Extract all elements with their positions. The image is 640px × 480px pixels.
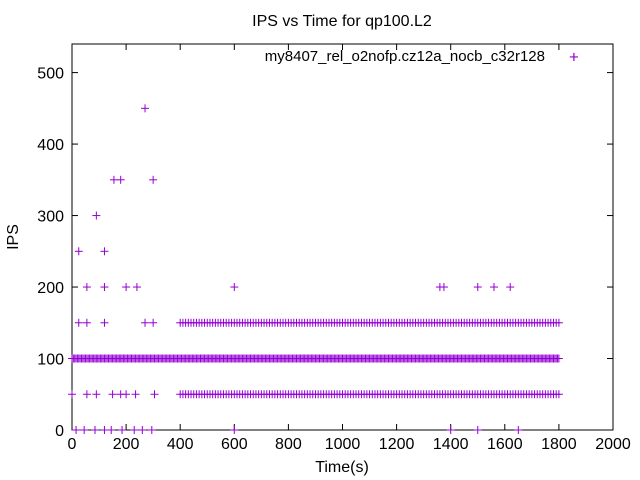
x-tick-label: 1200 (379, 436, 415, 453)
data-point (130, 426, 139, 434)
legend: my8407_rel_o2nofp.cz12a_nocb_c32r128 (265, 48, 578, 65)
data-point (570, 53, 578, 61)
data-point (107, 426, 116, 434)
data-point (138, 426, 147, 434)
y-tick-label: 400 (37, 137, 64, 154)
x-axis-label: Time(s) (315, 459, 369, 476)
x-tick-label: 1800 (541, 436, 577, 453)
data-point (82, 390, 91, 399)
y-tick-label: 500 (37, 66, 64, 83)
data-point (439, 283, 448, 292)
data-point (82, 318, 91, 327)
x-tick-label: 200 (113, 436, 140, 453)
x-tick-label: 2000 (595, 436, 631, 453)
data-point (90, 426, 99, 434)
data-point (554, 318, 563, 327)
x-axis: 0 200 400 600 800 1000 1200 1400 1600 1800 2000 (68, 44, 631, 453)
data-point (116, 175, 125, 184)
data-point (150, 390, 159, 399)
data-point (74, 247, 83, 256)
x-tick-label: 1000 (325, 436, 361, 453)
data-point (74, 318, 83, 327)
x-tick-label: 400 (167, 436, 194, 453)
data-point (473, 283, 482, 292)
data-point (514, 426, 523, 434)
x-tick-label: 0 (68, 436, 77, 453)
y-axis-label: IPS (5, 224, 22, 250)
data-point (100, 318, 109, 327)
data-point (230, 283, 239, 292)
data-point (132, 283, 141, 292)
x-tick-label: 600 (221, 436, 248, 453)
data-point (554, 354, 563, 363)
data-point (80, 426, 89, 434)
chart-title: IPS vs Time for qp100.L2 (252, 13, 432, 30)
data-point (92, 211, 101, 220)
legend-marker (570, 53, 578, 61)
data-point (446, 426, 455, 434)
data-point (118, 426, 127, 434)
y-tick-label: 200 (37, 280, 64, 297)
data-points (68, 52, 578, 434)
plot-frame (71, 43, 614, 431)
data-point (554, 390, 563, 399)
x-tick-label: 1600 (487, 436, 523, 453)
data-point (149, 318, 158, 327)
legend-series-label: my8407_rel_o2nofp.cz12a_nocb_c32r128 (265, 48, 545, 65)
data-point (92, 390, 101, 399)
y-tick-label: 0 (55, 423, 64, 440)
y-tick-label: 300 (37, 209, 64, 226)
data-point (147, 426, 156, 434)
data-point (82, 283, 91, 292)
data-point (506, 283, 515, 292)
y-tick-label: 100 (37, 352, 64, 369)
data-point (68, 390, 76, 399)
data-point (122, 283, 131, 292)
data-point (489, 283, 498, 292)
x-tick-label: 1400 (433, 436, 469, 453)
y-axis: 0 100 200 300 400 500 (37, 66, 613, 440)
data-point (473, 426, 482, 434)
data-point (141, 104, 150, 113)
data-point (100, 283, 109, 292)
data-point (100, 426, 109, 434)
data-point (149, 175, 158, 184)
data-point (109, 175, 118, 184)
data-point (108, 390, 117, 399)
data-point (100, 247, 109, 256)
data-point (131, 390, 140, 399)
data-point (141, 318, 150, 327)
data-point (72, 426, 81, 434)
data-point (122, 390, 131, 399)
data-point (230, 426, 239, 434)
x-tick-label: 800 (275, 436, 302, 453)
